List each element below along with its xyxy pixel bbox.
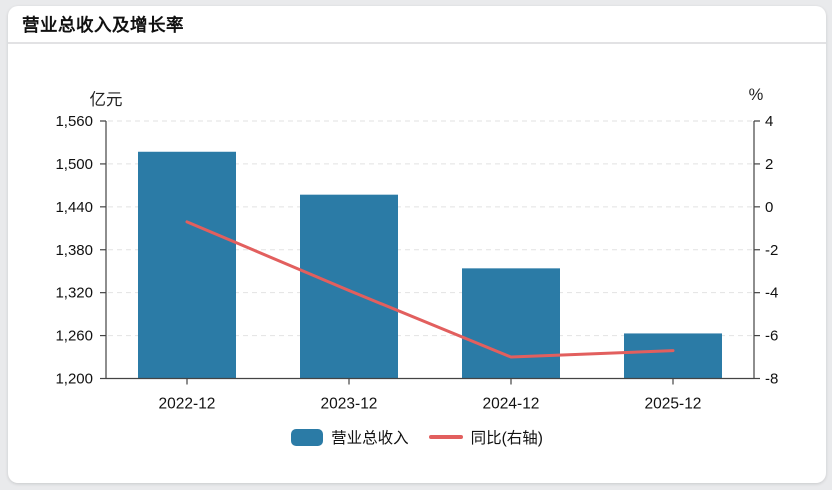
card-header: 营业总收入及增长率 [8,6,826,44]
bar-series-swatch [291,428,324,446]
svg-text:4: 4 [765,113,773,130]
svg-text:2: 2 [765,156,773,173]
chart-card: 营业总收入及增长率 亿元 % 1,560 4 1,500 2 1,440 0 1,380 -2… [8,6,826,483]
legend-label-yoy: 同比(右轴) [470,430,543,447]
svg-text:1,320: 1,320 [55,285,93,302]
right-axis-unit-label: % [748,86,764,104]
svg-text:-4: -4 [765,285,778,302]
svg-text:1,440: 1,440 [55,199,93,216]
svg-text:-2: -2 [765,242,778,259]
legend-item-revenue[interactable]: 营业总收入 [291,426,409,448]
svg-text:1,380: 1,380 [55,242,93,259]
legend-label-revenue: 营业总收入 [331,430,409,447]
svg-text:-6: -6 [765,328,778,345]
chart-region: 亿元 % 1,560 4 1,500 2 1,440 0 1,380 -2 1,320 -4 1,2… [8,44,826,481]
legend-item-yoy[interactable]: 同比(右轴) [428,426,543,448]
svg-text:1,260: 1,260 [55,328,93,345]
svg-text:1,560: 1,560 [55,113,93,130]
chart-legend: 营业总收入 同比(右轴) [8,426,826,448]
svg-text:1,500: 1,500 [55,156,93,173]
svg-text:2025-12: 2025-12 [645,396,702,413]
left-axis-unit-label: 亿元 [89,91,123,109]
svg-text:2024-12: 2024-12 [483,396,540,413]
svg-text:2022-12: 2022-12 [159,396,216,413]
svg-text:-8: -8 [765,371,778,388]
svg-text:0: 0 [765,199,773,216]
svg-text:1,200: 1,200 [55,371,93,388]
chart-title: 营业总收入及增长率 [22,14,184,35]
line-series-swatch [428,435,463,439]
revenue-growth-chart: 1,560 4 1,500 2 1,440 0 1,380 -2 1,320 -4 1,260 -6 1… [55,113,778,413]
svg-text:2023-12: 2023-12 [321,396,378,413]
